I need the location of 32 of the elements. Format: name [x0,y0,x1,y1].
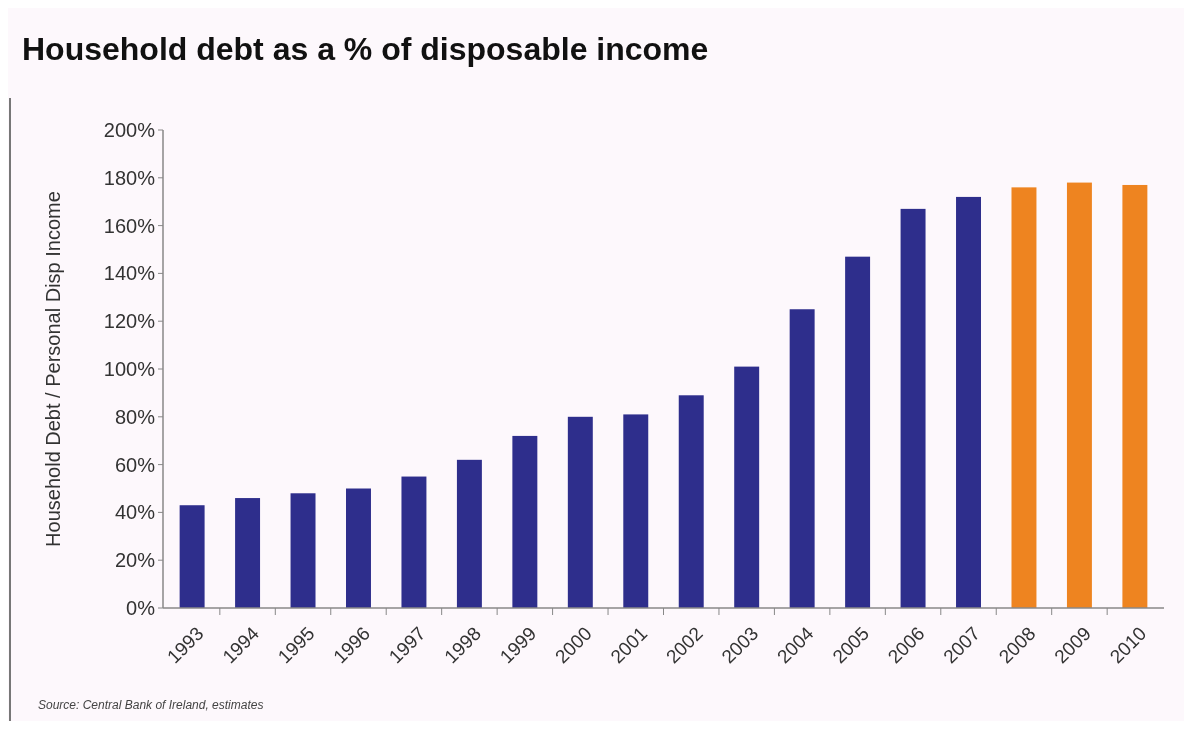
bar [401,476,427,608]
bar [1011,187,1037,608]
y-tick-label: 60% [114,453,156,476]
bar [290,493,316,608]
bar [900,208,926,608]
chart-title: Household debt as a % of disposable income [22,31,709,67]
y-tick-label: 20% [114,549,156,572]
y-tick-label: 80% [114,405,156,428]
bar [1122,184,1148,608]
y-tick-label: 0% [126,597,156,619]
bar [678,395,704,608]
y-tick-label: 140% [103,262,156,285]
bar [623,414,649,608]
bar [734,366,760,608]
y-tick-label: 160% [103,214,156,237]
y-tick-label: 200% [103,119,156,141]
bar [845,256,871,608]
bar [512,435,538,608]
y-tick-label: 120% [103,310,156,333]
bar [789,309,815,608]
bar [346,488,371,608]
y-tick-label: 100% [103,358,156,380]
bar [235,498,261,608]
y-axis-title: Household Debt / Personal Disp Income [42,191,64,547]
bar [1066,182,1092,608]
bar [567,416,593,608]
bar [179,505,205,608]
bar [956,196,981,608]
y-tick-label: 40% [114,501,156,524]
source-note: Source: Central Bank of Ireland, estimates [38,698,264,712]
y-tick-label: 180% [103,166,156,189]
bar [456,459,482,608]
